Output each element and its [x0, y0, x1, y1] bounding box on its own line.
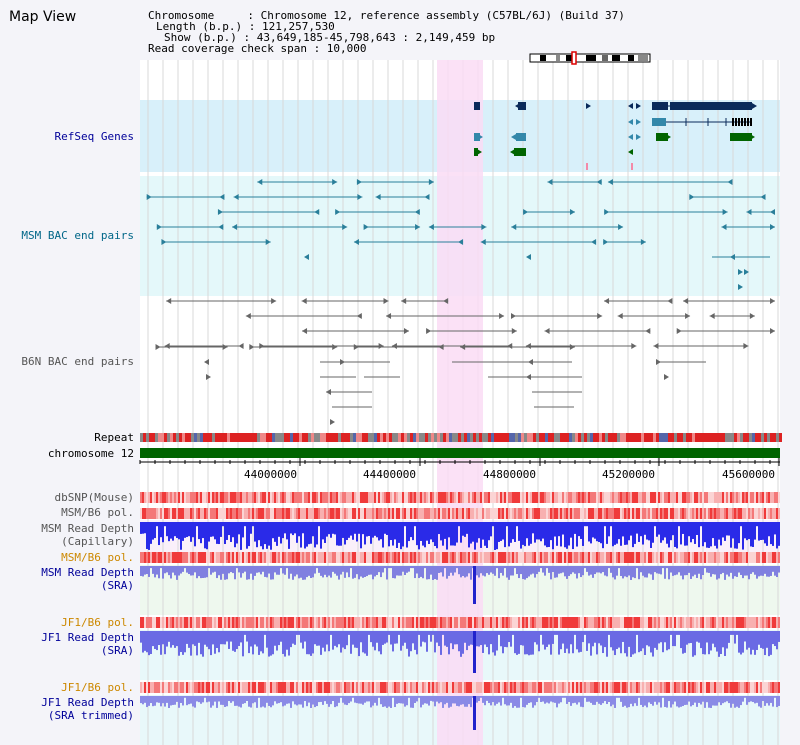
region-info: Chromosome : Chromosome 12, reference as…	[148, 10, 625, 54]
track-label-msm-b6-pol-2[interactable]: MSM/B6 pol.	[61, 551, 134, 564]
jf1-depth-trimmed-bars	[140, 696, 780, 730]
label-line: (SRA)	[100, 644, 134, 657]
dbsnp-heat-strip	[140, 492, 780, 503]
track-label-refseq-genes[interactable]: RefSeq Genes	[54, 130, 134, 143]
label-line: (SRA)	[100, 579, 134, 592]
b6n-bac-end-pairs	[155, 298, 775, 425]
track-label-msm-b6-pol-1[interactable]: MSM/B6 pol.	[61, 506, 134, 519]
track-label-repeat: Repeat	[94, 431, 134, 444]
track-label-dbsnp[interactable]: dbSNP(Mouse)	[54, 491, 134, 504]
label-line: MSM Read Depth	[41, 566, 134, 579]
msm-b6-pol-sra-heat-strip	[140, 552, 780, 563]
selected-region-highlight	[437, 60, 483, 745]
msm-depth-capillary-bars	[140, 522, 780, 550]
label-line: (SRA trimmed)	[47, 709, 134, 722]
grid-lines	[147, 60, 779, 745]
jf1-b6-pol-heat-strip	[140, 617, 780, 628]
info-chromosome: Chromosome : Chromosome 12, reference as…	[148, 9, 625, 22]
info-coverage-span: Read coverage check span : 10,000	[148, 42, 367, 55]
track-label-msm-depth-sra[interactable]: MSM Read Depth (SRA)	[41, 566, 134, 592]
track-label-jf1-b6-pol-2[interactable]: JF1/B6 pol.	[61, 681, 134, 694]
track-label-b6n-bac[interactable]: B6N BAC end pairs	[21, 355, 134, 368]
track-label-jf1-depth-sra[interactable]: JF1 Read Depth (SRA)	[41, 631, 134, 657]
jf1-b6-pol-2-heat-strip	[140, 682, 780, 693]
label-line: JF1 Read Depth	[41, 696, 134, 709]
label-line: JF1 Read Depth	[41, 631, 134, 644]
track-label-msm-depth-capillary[interactable]: MSM Read Depth (Capillary)	[41, 522, 134, 548]
track-label-jf1-depth-trimmed[interactable]: JF1 Read Depth (SRA trimmed)	[41, 696, 134, 722]
chromosome-ideogram	[529, 51, 651, 65]
axis-tick-label: 45600000	[722, 468, 775, 481]
repeat-track	[140, 433, 782, 442]
label-line: MSM Read Depth	[41, 522, 134, 535]
info-show: Show (b.p.) : 43,649,185-45,798,643 : 2,…	[164, 31, 496, 44]
msm-b6-pol-heat-strip	[140, 508, 780, 519]
msm-bac-end-pairs	[146, 179, 775, 290]
axis-tick-label: 44800000	[483, 468, 536, 481]
page-title: Map View	[9, 9, 77, 25]
track-label-chromosome: chromosome 12	[47, 447, 134, 460]
track-label-jf1-b6-pol-1[interactable]: JF1/B6 pol.	[61, 616, 134, 629]
axis-tick-label: 44000000	[244, 468, 297, 481]
axis-tick-label: 44400000	[363, 468, 416, 481]
msm-depth-sra-bars	[140, 566, 780, 604]
label-line: (Capillary)	[61, 535, 134, 548]
scale-ticks	[139, 458, 780, 466]
refseq-genes	[474, 102, 757, 170]
axis-tick-label: 45200000	[602, 468, 655, 481]
track-label-msm-bac[interactable]: MSM BAC end pairs	[21, 229, 134, 242]
info-length: Length (b.p.) : 121,257,530	[156, 20, 335, 33]
jf1-depth-sra-bars	[140, 631, 780, 673]
chromosome-bar	[140, 448, 780, 458]
